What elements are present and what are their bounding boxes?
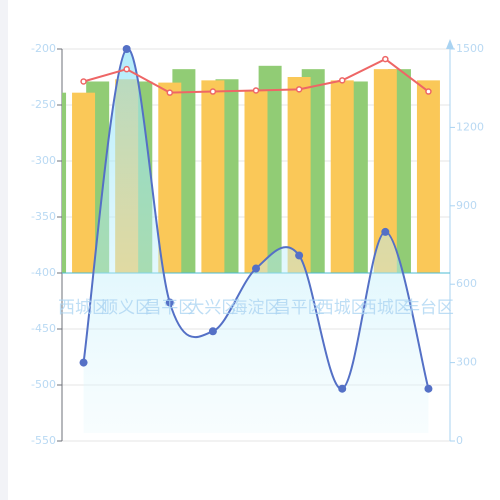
x-tick-label: 顺义区	[101, 298, 152, 318]
area-point	[381, 227, 390, 236]
y-tick-label: -500	[31, 378, 56, 391]
line-point	[166, 89, 174, 96]
y2-tick-label: 0	[456, 434, 463, 447]
x-tick-label: 丰台区	[403, 298, 454, 318]
line-point	[80, 78, 87, 85]
x-tick-label: 西城区	[360, 298, 411, 318]
y2-axis-arrow	[446, 39, 454, 49]
bar	[201, 80, 225, 273]
area-point	[79, 358, 88, 367]
line-point	[425, 88, 432, 95]
x-tick-label: 海淀区	[231, 298, 282, 318]
bar	[244, 90, 268, 273]
line-point	[338, 77, 346, 84]
area-point	[252, 264, 260, 273]
x-tick-label: 昌平区	[274, 298, 325, 318]
area-point	[295, 251, 304, 260]
y2-tick-label: 1200	[456, 120, 484, 133]
y-tick-label: -300	[31, 154, 56, 167]
y2-tick-label: 1500	[456, 42, 484, 55]
y2-tick-label: 300	[456, 356, 477, 369]
y-tick-label: -550	[31, 434, 56, 447]
side-strip	[0, 0, 8, 500]
line-point	[209, 88, 217, 95]
bar	[330, 80, 354, 273]
line-point	[295, 86, 303, 93]
bar	[373, 69, 397, 273]
line-point	[252, 87, 260, 94]
x-tick-label: 西城区	[58, 298, 109, 318]
area-point	[338, 384, 347, 393]
y-tick-label: -400	[31, 266, 56, 279]
area-point	[165, 298, 174, 307]
area-point	[208, 327, 217, 336]
y-tick-label: -200	[31, 42, 56, 55]
x-tick-label: 昌平区	[144, 298, 195, 318]
bar	[158, 82, 182, 273]
bar	[62, 92, 67, 274]
area	[83, 48, 429, 433]
bar	[416, 80, 440, 273]
bar	[72, 92, 96, 274]
line-point	[382, 55, 389, 63]
y-tick-label: -350	[31, 210, 56, 223]
y-tick-label: -450	[31, 322, 56, 335]
x-tick-label: 西城区	[317, 298, 368, 318]
line-point	[123, 65, 130, 73]
y2-tick-label: 600	[456, 277, 477, 290]
area-point	[122, 45, 131, 53]
x-tick-label: 大兴区	[187, 298, 238, 318]
y2-tick-label: 900	[456, 199, 477, 212]
bar	[287, 77, 311, 273]
y-tick-label: -250	[31, 98, 56, 111]
area-point	[424, 384, 433, 393]
